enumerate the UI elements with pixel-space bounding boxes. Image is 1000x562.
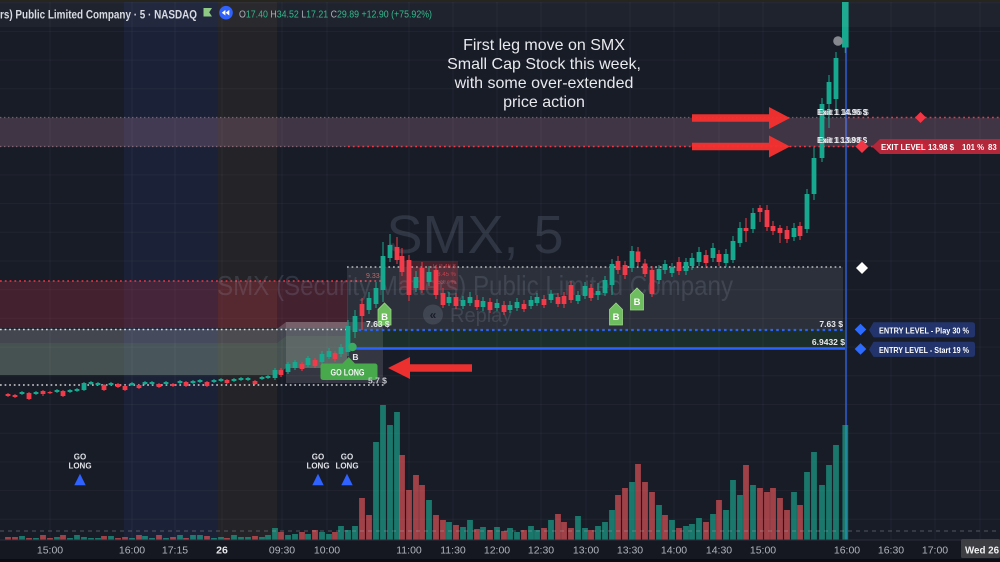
svg-text:L: 9.46 $: L: 9.46 $ [433, 264, 457, 270]
svg-text:LONG: LONG [68, 462, 91, 471]
svg-text:13:00: 13:00 [573, 545, 599, 557]
svg-text:B: B [381, 312, 388, 323]
svg-text:Exit 1 13.98 $: Exit 1 13.98 $ [817, 136, 868, 145]
svg-text:14:30: 14:30 [706, 545, 732, 557]
svg-text:LONG: LONG [306, 462, 329, 471]
svg-text:10:00: 10:00 [314, 545, 340, 557]
svg-text:ENTRY LEVEL - Play 30 %: ENTRY LEVEL - Play 30 % [879, 326, 969, 335]
svg-text:15:00: 15:00 [750, 545, 776, 557]
svg-text:B: B [352, 352, 358, 362]
svg-text:price action: price action [503, 94, 585, 111]
svg-text:SMX (Security Matters) Public: SMX (Security Matters) Public Limited Co… [217, 270, 733, 301]
svg-text:Wed 26: Wed 26 [965, 545, 1000, 556]
svg-text:B: B [634, 297, 641, 308]
svg-text:First leg move on SMX: First leg move on SMX [463, 37, 625, 54]
svg-text:17:00: 17:00 [922, 545, 948, 557]
svg-text:LONG: LONG [335, 462, 358, 471]
svg-text:rs) Public Limited Company · 5: rs) Public Limited Company · 5 · NASDAQ [0, 8, 197, 22]
svg-text:11:30: 11:30 [440, 545, 466, 557]
svg-text:14:00: 14:00 [661, 545, 687, 557]
svg-text:09:30: 09:30 [269, 545, 295, 557]
svg-text:with some over-extended: with some over-extended [454, 75, 634, 92]
svg-text:Exit 1 14.95 $: Exit 1 14.95 $ [819, 108, 870, 117]
svg-text:6.9432 $: 6.9432 $ [812, 337, 845, 347]
svg-text:«: « [430, 308, 437, 322]
svg-text:26: 26 [216, 545, 228, 557]
svg-text:53.7 %: 53.7 % [437, 280, 456, 286]
svg-text:16:00: 16:00 [119, 545, 145, 557]
svg-text:7.63 $: 7.63 $ [366, 319, 390, 329]
svg-text:5.7 $: 5.7 $ [368, 376, 387, 386]
svg-text:9.33: 9.33 [366, 273, 380, 280]
svg-text:17:15: 17:15 [162, 545, 188, 557]
svg-text:B: B [613, 312, 620, 323]
svg-text:11:00: 11:00 [396, 545, 422, 557]
svg-text:12:00: 12:00 [484, 545, 510, 557]
svg-text:Small Cap Stock this week,: Small Cap Stock this week, [447, 56, 641, 73]
svg-text:16:30: 16:30 [878, 545, 904, 557]
svg-text:Exit 1 14.96 $: Exit 1 14.96 $ [817, 108, 868, 117]
svg-text:GO: GO [312, 453, 324, 462]
svg-text:16:00: 16:00 [834, 545, 860, 557]
svg-text:SMX, 5: SMX, 5 [386, 205, 563, 265]
svg-text:O17.40 H34.52 L17.21 C29.89 +1: O17.40 H34.52 L17.21 C29.89 +12.90 (+75.… [239, 10, 432, 21]
svg-text:ENTRY LEVEL - Start 19 %: ENTRY LEVEL - Start 19 % [879, 346, 969, 355]
svg-text:7.63 $: 7.63 $ [819, 319, 843, 329]
svg-text:15:00: 15:00 [37, 545, 63, 557]
svg-text:12:30: 12:30 [528, 545, 554, 557]
svg-text:GO: GO [74, 453, 86, 462]
svg-text:GO LONG: GO LONG [331, 368, 365, 378]
svg-text:-3.45 %: -3.45 % [435, 272, 456, 278]
svg-text:GO: GO [341, 453, 353, 462]
svg-text:Exit 13.98 $: Exit 13.98 $ [819, 136, 863, 145]
svg-text:13:30: 13:30 [617, 545, 643, 557]
